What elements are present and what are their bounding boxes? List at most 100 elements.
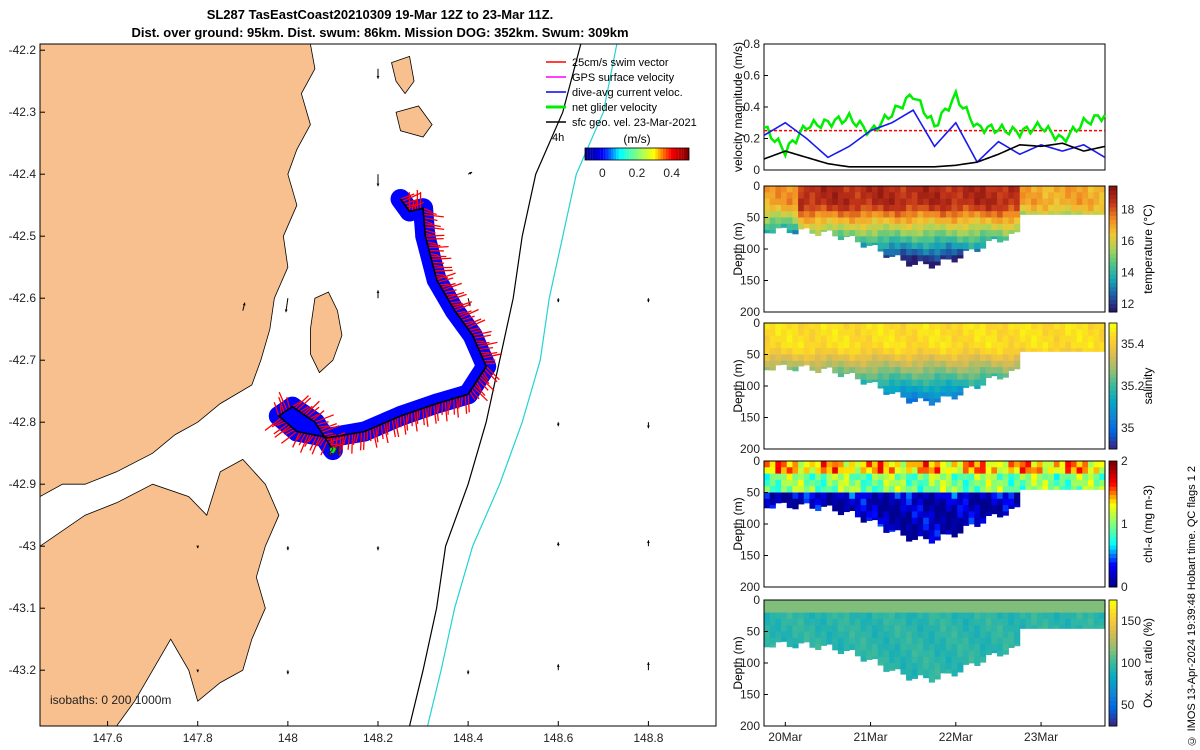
- profile-cell-1-37-6: [974, 223, 981, 231]
- profile-cell-2-31-8: [940, 373, 947, 381]
- swim-vector-112: [372, 427, 378, 448]
- profile-cell-1-22-0: [889, 186, 896, 193]
- profile-cell-4-22-2: [889, 612, 896, 620]
- profile-cell-2-34-7: [957, 367, 964, 374]
- profile-colorbar-cell-2-27: [1109, 331, 1117, 337]
- profile-cell-4-37-4: [974, 625, 981, 632]
- profile-cell-2-51-3: [1053, 341, 1061, 349]
- profile-colorbar-cell-2-22: [1109, 352, 1117, 358]
- profile-cell-3-21-6: [883, 498, 890, 506]
- profile-cell-3-43-3: [1008, 479, 1015, 487]
- profile-cell-3-26-7: [911, 505, 918, 512]
- profile-cell-4-17-6: [860, 637, 867, 645]
- profile-cell-1-24-10: [900, 249, 907, 256]
- swim-vector-30: [433, 266, 453, 269]
- profile-cell-1-39-3: [985, 204, 992, 212]
- profile-cell-4-50-1: [1048, 606, 1055, 614]
- profile-cell-3-5-3: [792, 479, 799, 487]
- profile-cell-1-51-1: [1053, 192, 1061, 200]
- profile-cell-4-38-9: [979, 656, 987, 663]
- profile-cell-3-48-3: [1036, 479, 1043, 487]
- profile-cell-1-34-10: [957, 249, 964, 256]
- profile-ylabel-1: Depth (m): [731, 222, 745, 275]
- profile-cell-3-20-2: [877, 473, 884, 481]
- profile-colorbar-cell-4-28: [1109, 604, 1117, 609]
- profile-cell-1-4-3: [786, 204, 793, 212]
- profile-cell-1-30-6: [934, 223, 941, 231]
- swim-vector-160: [314, 414, 334, 423]
- swim-vector-168: [327, 436, 344, 444]
- profile-cell-1-9-2: [815, 198, 822, 206]
- profile-cell-4-0-0: [764, 600, 771, 607]
- profile-cell-2-18-2: [866, 335, 873, 343]
- profile-cell-2-12-3: [832, 341, 839, 349]
- profile-cell-3-53-3: [1065, 479, 1072, 487]
- profile-cell-3-45-0: [1019, 461, 1026, 468]
- profile-cell-1-35-2: [962, 198, 970, 206]
- profile-cell-2-0-7: [764, 367, 771, 371]
- profile-colorbar-cell-3-23: [1109, 486, 1117, 491]
- swim-vector-155: [302, 405, 313, 415]
- profile-cell-3-35-7: [962, 505, 970, 512]
- profile-cell-1-6-0: [798, 186, 805, 193]
- profile-cell-2-11-1: [826, 329, 833, 337]
- profile-cell-4-42-7: [1002, 644, 1009, 651]
- profile-cell-1-42-5: [1002, 217, 1009, 225]
- profile-cell-2-52-4: [1059, 348, 1066, 352]
- profile-cell-4-41-8: [997, 650, 1004, 657]
- swim-vector-39: [443, 289, 457, 294]
- profile-cell-3-15-5: [849, 492, 856, 500]
- profile-colorbar-cell-3-17: [1109, 511, 1117, 517]
- profile-cell-1-56-0: [1082, 186, 1089, 193]
- profile-cell-2-36-6: [968, 360, 975, 368]
- profile-cell-1-25-11: [906, 255, 913, 263]
- profile-cell-2-17-6: [860, 360, 867, 368]
- profile-cell-1-19-9: [871, 242, 879, 246]
- profile-cell-1-22-8: [889, 236, 896, 244]
- profile-cell-3-28-10: [923, 524, 930, 531]
- profile-cell-2-37-2: [974, 335, 981, 343]
- profile-cell-3-1-1: [769, 467, 776, 475]
- profile-cell-4-23-9: [894, 656, 901, 664]
- profile-cell-4-2-3: [775, 618, 782, 626]
- profile-cell-1-41-2: [997, 198, 1004, 206]
- profile-clabel-3: chl-a (mg m-3): [1141, 485, 1155, 563]
- profile-cell-2-13-8: [837, 373, 845, 378]
- profile-cell-3-24-8: [900, 511, 907, 519]
- profile-cell-4-14-3: [843, 618, 850, 626]
- profile-clabel-1: temperature (°C): [1141, 204, 1155, 294]
- swim-vector-64: [482, 353, 503, 359]
- profile-cell-4-36-5: [968, 631, 975, 639]
- profile-cell-1-32-3: [945, 204, 953, 212]
- profile-cell-2-14-6: [843, 360, 850, 368]
- profile-cell-1-22-11: [889, 255, 896, 257]
- profile-colorbar-cell-4-20: [1109, 637, 1117, 643]
- profile-cell-3-0-2: [764, 473, 771, 481]
- profile-cell-2-8-0: [809, 323, 816, 330]
- profile-cell-4-0-4: [764, 625, 771, 632]
- profile-cell-1-16-5: [854, 217, 862, 225]
- profile-cell-2-40-7: [991, 367, 998, 374]
- swim-vector-97: [413, 411, 418, 432]
- profile-cell-1-23-3: [894, 204, 901, 212]
- profile-cell-1-57-4: [1087, 211, 1095, 215]
- profile-cell-3-47-2: [1031, 473, 1038, 481]
- profile-cell-2-13-3: [837, 341, 845, 349]
- profile-cell-2-55-1: [1076, 329, 1083, 337]
- profile-cell-4-26-11: [911, 669, 918, 677]
- profile-cell-3-10-0: [820, 461, 828, 468]
- profile-colorbar-cell-2-15: [1109, 381, 1117, 387]
- profile-cell-2-24-8: [900, 373, 907, 381]
- profile-cell-2-27-4: [917, 348, 924, 355]
- profile-cell-2-7-5: [803, 354, 810, 362]
- profile-cell-1-23-10: [894, 249, 901, 256]
- swim-vector-149: [278, 391, 288, 411]
- profile-cell-3-33-2: [951, 473, 958, 481]
- profile-cell-3-55-2: [1076, 473, 1083, 481]
- profile-cell-4-50-2: [1048, 612, 1055, 620]
- profile-cell-2-17-0: [860, 323, 867, 330]
- profile-cell-1-19-0: [871, 186, 879, 193]
- profile-colorbar-cell-1-3: [1109, 295, 1117, 300]
- profile-cell-4-20-8: [877, 650, 884, 658]
